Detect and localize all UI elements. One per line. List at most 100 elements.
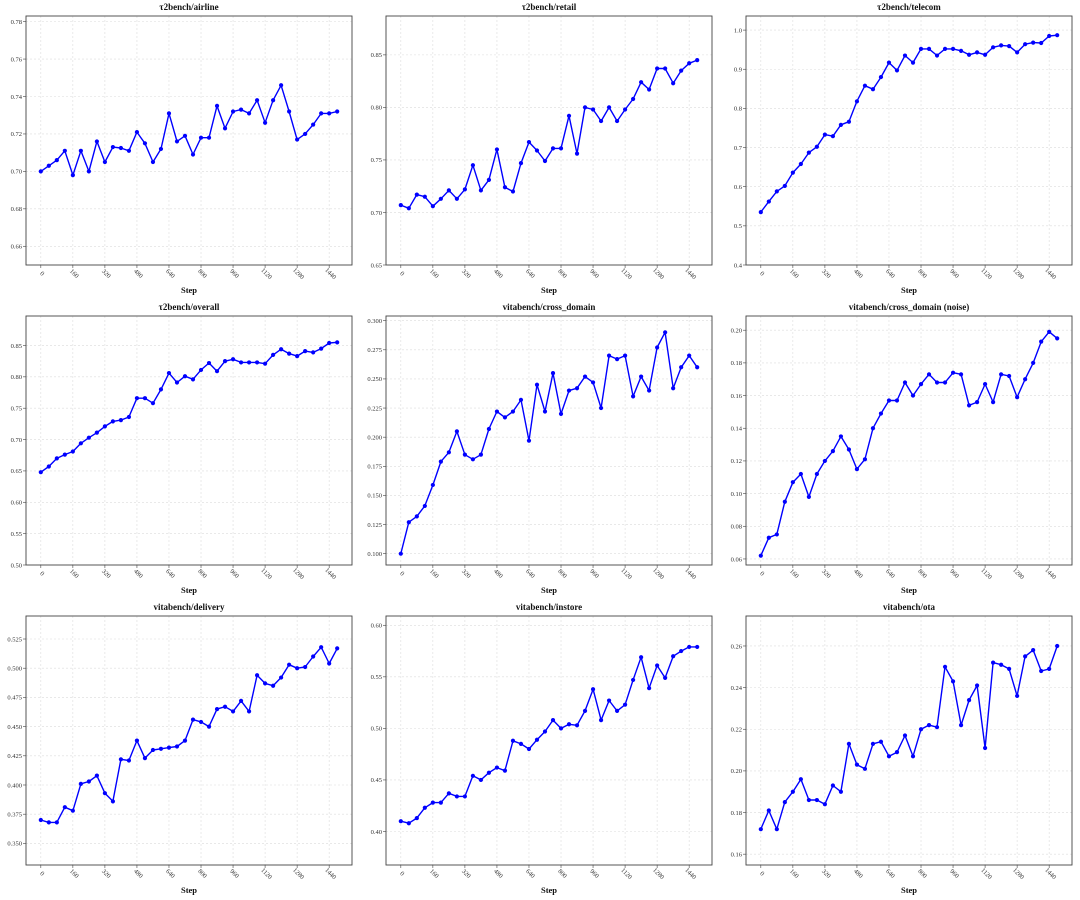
y-tick-label: 0.70 — [11, 437, 22, 444]
chart-panel: 0.16 0.18 0.20 0.22 0.24 0.26 0 160 320 480 640 800… — [720, 600, 1080, 900]
plot-frame — [385, 615, 713, 866]
data-point — [814, 471, 819, 477]
data-point — [414, 514, 419, 519]
data-point — [134, 738, 140, 743]
chart-title: τ2bench/airline — [159, 2, 218, 12]
data-point — [94, 430, 99, 435]
data-point — [295, 137, 300, 142]
y-tick-label: 0.60 — [371, 623, 382, 630]
data-point — [806, 797, 811, 803]
x-tick-label: 0 — [758, 270, 765, 277]
data-point — [647, 87, 652, 92]
data-point — [1015, 50, 1020, 55]
x-tick-label: 160 — [68, 568, 80, 580]
data-point — [174, 744, 180, 749]
data-point — [894, 398, 900, 403]
data-point — [118, 418, 124, 423]
y-tick-label: 0.60 — [11, 500, 22, 507]
data-point — [118, 145, 124, 151]
data-point — [126, 148, 132, 153]
data-point — [198, 719, 204, 725]
data-point — [766, 535, 771, 540]
data-point — [958, 48, 964, 53]
data-point — [758, 210, 763, 215]
data-point — [110, 144, 116, 150]
data-point — [606, 105, 612, 110]
data-point — [999, 372, 1004, 377]
data-point — [327, 111, 332, 116]
data-point — [582, 708, 588, 713]
data-point — [486, 426, 492, 432]
y-tick-label: 0.80 — [11, 374, 22, 381]
data-point — [902, 53, 908, 58]
x-tick-label: 480 — [132, 268, 144, 280]
data-point — [279, 347, 284, 352]
y-tick-label: 0.150 — [367, 493, 382, 500]
series-line — [400, 59, 698, 210]
x-tick-label: 640 — [524, 268, 536, 280]
data-point — [335, 340, 340, 345]
data-point — [198, 367, 204, 373]
chart-title: vitabench/instore — [516, 602, 582, 612]
y-tick-label: 0.175 — [367, 464, 382, 471]
data-point — [687, 353, 692, 358]
data-point — [319, 346, 324, 351]
x-tick-label: 320 — [460, 868, 472, 880]
data-point — [655, 663, 660, 668]
y-tick-label: 0.10 — [731, 491, 742, 498]
data-point — [862, 457, 868, 462]
series-line — [760, 34, 1058, 213]
data-point — [262, 681, 268, 686]
data-point — [327, 661, 332, 666]
x-tick-label: 960 — [228, 868, 240, 880]
data-point — [639, 655, 644, 660]
data-point — [222, 126, 228, 131]
y-tick-label: 0.450 — [7, 724, 22, 731]
data-point — [974, 683, 980, 688]
x-tick-label: 1120 — [979, 267, 993, 281]
y-tick-label: 0.08 — [731, 524, 742, 531]
data-point — [830, 449, 836, 454]
data-point — [1031, 40, 1036, 45]
y-tick-label: 0.78 — [11, 19, 22, 26]
x-tick-label: 800 — [196, 268, 208, 280]
data-point — [86, 779, 91, 784]
y-tick-label: 0.75 — [11, 405, 22, 412]
data-point — [462, 187, 467, 192]
chart-panel: 0.40 0.45 0.50 0.55 0.60 0 160 320 480 640 800 960 1… — [360, 600, 720, 900]
data-point — [94, 139, 99, 144]
data-point — [262, 120, 268, 125]
x-tick-label: 800 — [916, 868, 928, 880]
data-point — [206, 724, 212, 729]
line-chart: 0.06 0.08 0.10 0.12 0.14 0.16 0.18 0.20 0 160 320 4… — [731, 302, 1073, 595]
data-point — [639, 80, 644, 85]
data-point — [798, 161, 803, 167]
data-point — [695, 58, 700, 63]
data-point — [639, 374, 644, 379]
data-point — [494, 147, 500, 152]
data-point — [406, 206, 411, 211]
data-point — [54, 820, 59, 825]
data-point — [550, 370, 556, 376]
data-point — [102, 424, 107, 429]
data-point — [566, 388, 572, 393]
data-point — [142, 396, 148, 401]
data-point — [38, 470, 43, 475]
series-line — [760, 331, 1058, 556]
x-tick-label: 1440 — [683, 867, 697, 881]
data-point — [566, 722, 572, 727]
data-point — [422, 503, 427, 509]
data-point — [886, 398, 892, 403]
data-point — [38, 169, 43, 174]
y-tick-label: 0.20 — [731, 328, 742, 335]
x-tick-label: 0 — [398, 270, 405, 277]
data-point — [502, 415, 508, 420]
x-tick-label: 800 — [556, 268, 568, 280]
data-point — [934, 380, 940, 385]
x-tick-label: 960 — [948, 568, 960, 580]
x-tick-label: 800 — [916, 568, 928, 580]
data-point — [687, 644, 692, 650]
data-point — [558, 411, 564, 416]
data-point — [46, 163, 51, 168]
data-point — [279, 83, 284, 88]
